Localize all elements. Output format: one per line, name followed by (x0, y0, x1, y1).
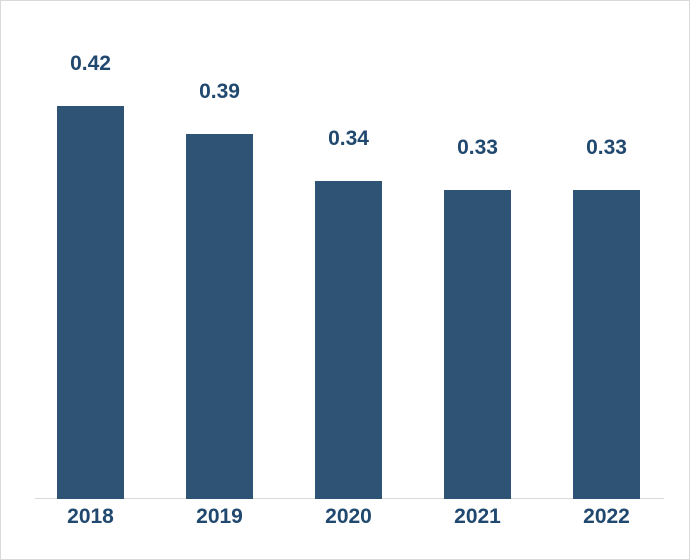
bar-value-label: 0.34 (289, 127, 409, 151)
bar-value-label: 0.42 (31, 52, 151, 76)
bar-value-label: 0.33 (418, 136, 538, 160)
x-axis-label: 2019 (160, 505, 280, 529)
x-axis-label: 2018 (31, 505, 151, 529)
bar (573, 190, 640, 499)
bar (315, 181, 382, 499)
x-axis-label: 2020 (289, 505, 409, 529)
bar (444, 190, 511, 499)
bar (57, 106, 124, 499)
x-axis-label: 2022 (547, 505, 667, 529)
plot-area: 0.4220180.3920190.3420200.3320210.332022 (35, 31, 664, 499)
chart-frame: 0.42 2018 0.39 2019 0.34 2020 0.33 2021 0.33 2022 (0, 0, 690, 560)
bar-value-label: 0.39 (160, 80, 280, 104)
bar-value-label: 0.33 (547, 136, 667, 160)
x-axis-label: 2021 (418, 505, 538, 529)
bar (186, 134, 253, 499)
